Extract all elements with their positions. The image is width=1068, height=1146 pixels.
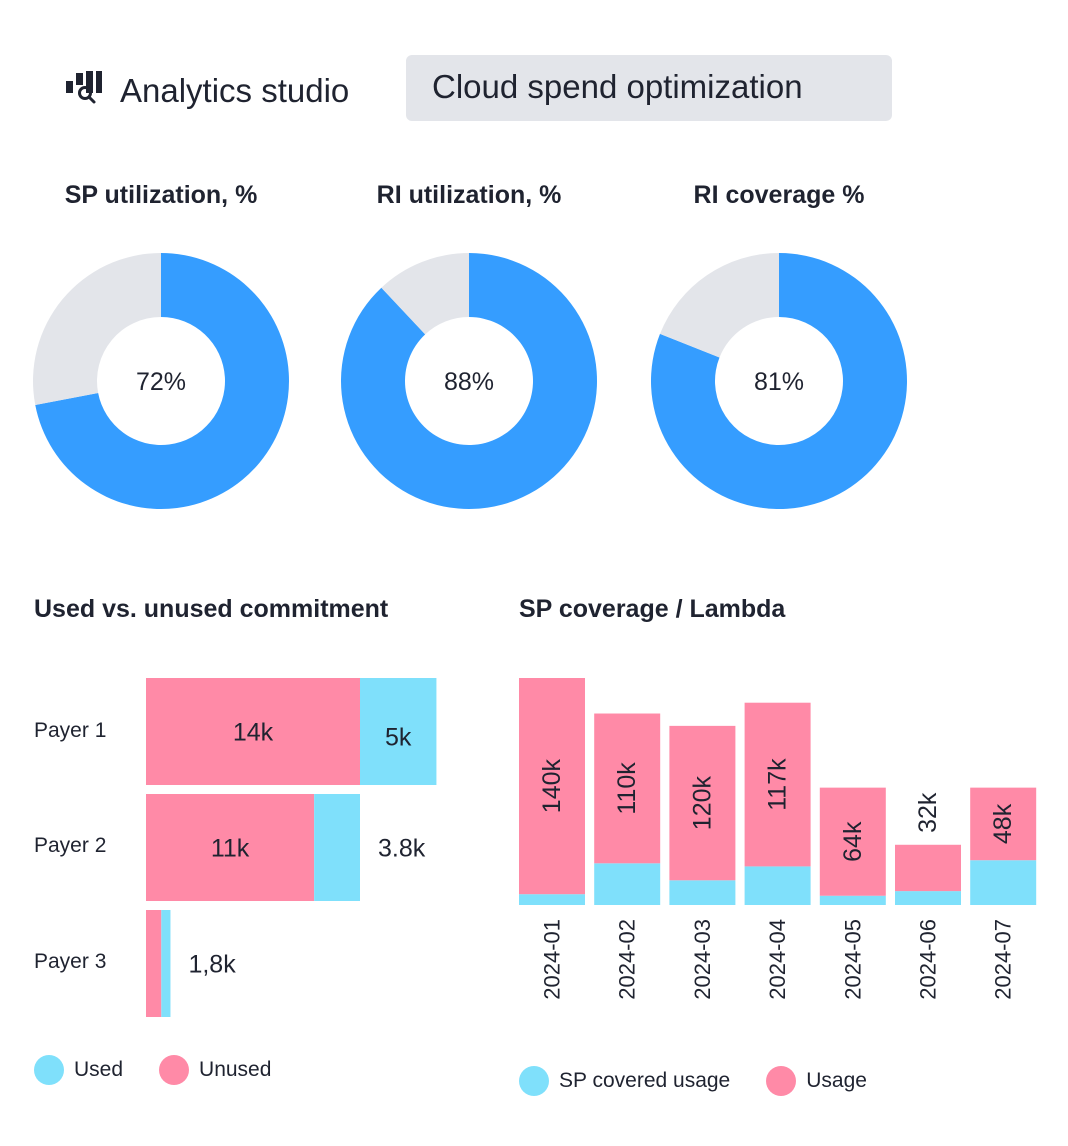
bar-usage-2024-01 bbox=[519, 678, 585, 895]
donut-slice-remainder bbox=[659, 253, 779, 358]
bar-sp-covered-2024-06 bbox=[895, 891, 961, 905]
bar-used-label-2: 3.8k bbox=[378, 835, 426, 863]
bar-sp-covered-2024-01 bbox=[519, 894, 585, 905]
bar-sp-covered-2024-07 bbox=[970, 860, 1037, 905]
x-tick-label-2024-02: 2024-02 bbox=[615, 919, 640, 1000]
bar-usage-2024-06 bbox=[895, 844, 961, 892]
bar-usage-label-2024-04: 117k bbox=[764, 758, 792, 811]
bar-sp-covered-2024-04 bbox=[744, 866, 811, 905]
sp-utilization-donut: 72% bbox=[32, 253, 290, 509]
bar-unused-2 bbox=[146, 794, 315, 901]
sp-coverage-legend: SP covered usage Usage bbox=[519, 1066, 903, 1096]
bar-used-1 bbox=[360, 678, 437, 785]
donut-center-label: 72% bbox=[136, 368, 186, 396]
bar-unused-1 bbox=[146, 678, 360, 785]
donut-center-label: 81% bbox=[754, 368, 804, 396]
header: Analytics studio Cloud spend optimizatio… bbox=[60, 55, 920, 123]
legend-usage-swatch bbox=[766, 1066, 797, 1096]
bar-usage-2024-04 bbox=[744, 702, 811, 867]
bar-used-label-1: 5k bbox=[385, 724, 412, 752]
donut-slice-value bbox=[341, 253, 597, 509]
sp-coverage-bar-chart: 140k 2024-01 110k 2024-02 120k 2024-03 117k 202… bbox=[519, 678, 1037, 1000]
donut-slice-remainder bbox=[32, 253, 161, 405]
legend-item-used: Used bbox=[34, 1055, 123, 1085]
bar-sp-covered-2024-02 bbox=[594, 863, 661, 905]
sp-coverage-chart-title: SP coverage / Lambda bbox=[519, 595, 786, 623]
app-title: Analytics studio bbox=[120, 72, 350, 109]
donut-slice-value bbox=[651, 253, 907, 510]
sp-utilization-title: SP utilization, % bbox=[64, 181, 258, 209]
bar-usage-2024-07 bbox=[970, 787, 1037, 861]
ri-coverage-donut: 81% bbox=[651, 253, 907, 510]
legend-unused-swatch bbox=[159, 1055, 190, 1085]
bar-usage-label-2024-01: 140k bbox=[538, 758, 566, 813]
legend-item-usage: Usage bbox=[766, 1066, 867, 1096]
x-tick-label-2024-05: 2024-05 bbox=[840, 919, 865, 1000]
bar-unused-label-1: 14k bbox=[233, 719, 274, 747]
bar-usage-2024-05 bbox=[819, 787, 886, 896]
payer-1-label: Payer 1 bbox=[34, 719, 107, 742]
bar-sp-covered-2024-03 bbox=[669, 880, 736, 905]
ri-utilization-donut: 88% bbox=[341, 253, 597, 509]
bar-usage-label-2024-02: 110k bbox=[613, 762, 641, 815]
bar-used-label-3: 1,8k bbox=[188, 951, 236, 979]
analytics-chart-icon bbox=[66, 71, 102, 104]
commitment-chart-title: Used vs. unused commitment bbox=[34, 595, 389, 623]
bar-used-3 bbox=[161, 910, 171, 1017]
legend-item-unused: Unused bbox=[159, 1055, 271, 1085]
bar-usage-2024-03 bbox=[669, 725, 736, 881]
bar-unused-3 bbox=[146, 910, 162, 1017]
commitment-legend: Used Unused bbox=[34, 1055, 307, 1085]
x-tick-label-2024-07: 2024-07 bbox=[991, 919, 1016, 1000]
ri-coverage-title: RI coverage % bbox=[693, 181, 865, 209]
payer-3-label: Payer 3 bbox=[34, 950, 107, 973]
bar-used-2 bbox=[314, 794, 360, 901]
x-tick-label-2024-01: 2024-01 bbox=[540, 919, 565, 1000]
dashboard-title: Cloud spend optimization bbox=[432, 68, 803, 105]
x-tick-label-2024-06: 2024-06 bbox=[916, 919, 941, 1000]
bar-unused-label-2: 11k bbox=[211, 835, 250, 863]
bar-usage-label-2024-06: 32k bbox=[914, 792, 942, 833]
commitment-bar-chart: 14k 5k 11k 3.8k 1,8k bbox=[146, 678, 437, 1017]
dashboard-title-tab[interactable]: Cloud spend optimization bbox=[406, 55, 892, 121]
bar-sp-covered-2024-05 bbox=[819, 895, 886, 905]
legend-used-swatch bbox=[34, 1055, 64, 1085]
donut-slice-remainder bbox=[381, 253, 469, 335]
x-tick-label-2024-04: 2024-04 bbox=[765, 919, 790, 1000]
bar-usage-label-2024-07: 48k bbox=[989, 803, 1017, 844]
legend-sp-covered-swatch bbox=[519, 1066, 549, 1096]
legend-item-sp-covered: SP covered usage bbox=[519, 1066, 730, 1096]
x-tick-label-2024-03: 2024-03 bbox=[690, 919, 715, 1000]
ri-utilization-title: RI utilization, % bbox=[376, 181, 562, 209]
donut-slice-value bbox=[35, 253, 290, 509]
bar-usage-label-2024-05: 64k bbox=[839, 821, 867, 862]
bar-usage-2024-02 bbox=[594, 713, 661, 864]
payer-2-label: Payer 2 bbox=[34, 834, 107, 857]
donut-center-label: 88% bbox=[444, 368, 494, 396]
bar-usage-label-2024-03: 120k bbox=[688, 775, 716, 830]
